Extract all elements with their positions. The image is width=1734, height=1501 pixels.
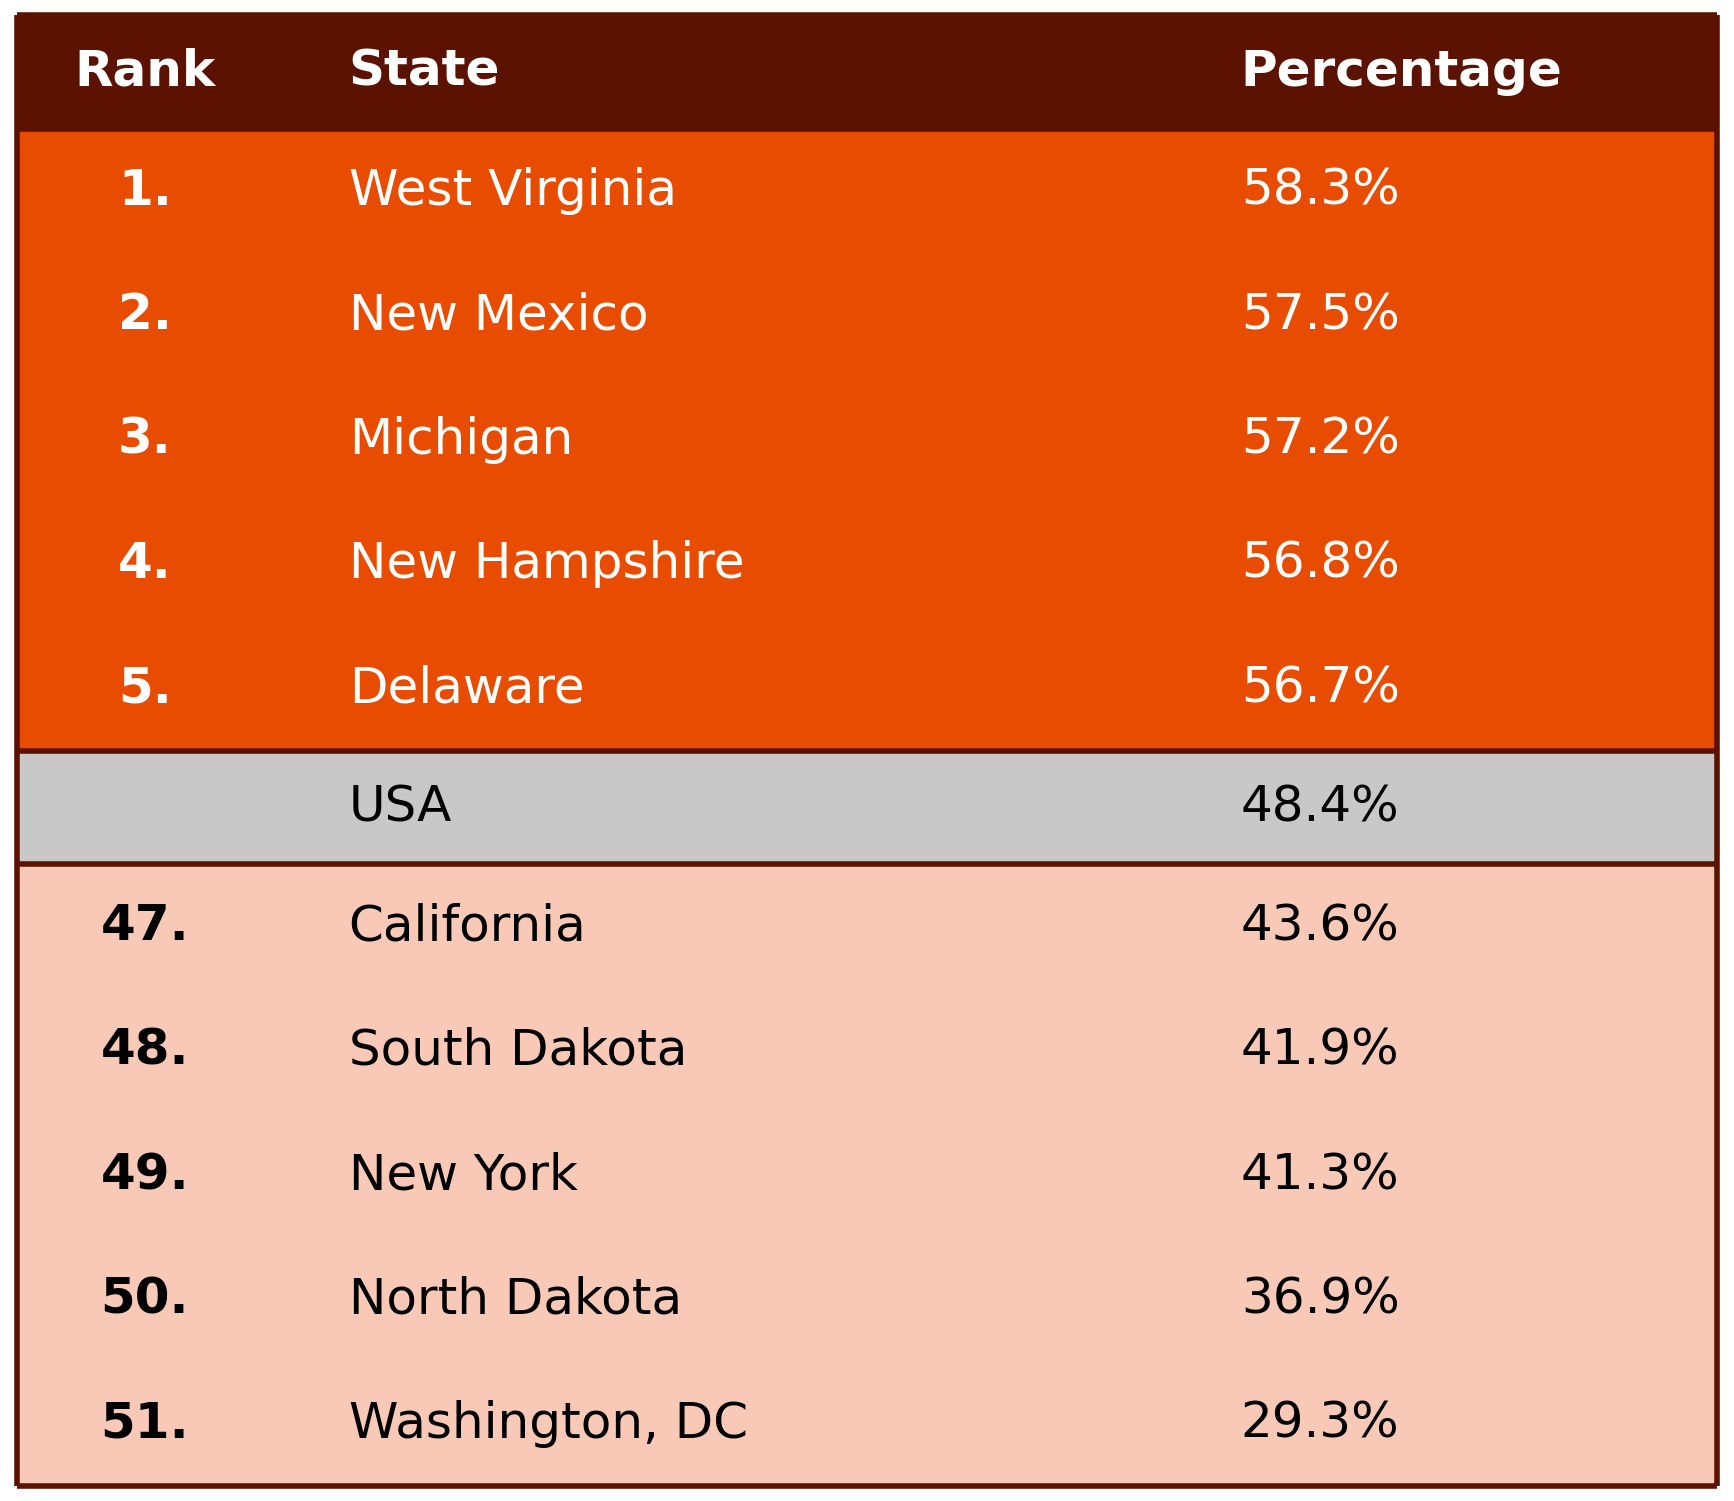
Text: 56.8%: 56.8% [1242, 540, 1399, 588]
Text: 36.9%: 36.9% [1242, 1276, 1399, 1324]
Text: USA: USA [349, 784, 453, 832]
Text: California: California [349, 902, 586, 950]
Text: Percentage: Percentage [1242, 48, 1562, 96]
Bar [17, 15, 1717, 129]
Text: 50.: 50. [101, 1276, 189, 1324]
Text: New Hampshire: New Hampshire [349, 540, 744, 588]
Text: Michigan: Michigan [349, 416, 572, 464]
Bar [17, 1112, 1717, 1237]
Text: 47.: 47. [101, 902, 189, 950]
Bar [17, 501, 1717, 626]
Text: West Virginia: West Virginia [349, 167, 676, 215]
Text: 41.9%: 41.9% [1242, 1027, 1399, 1075]
Text: 2.: 2. [118, 291, 172, 339]
Bar [17, 129, 1717, 254]
Text: 3.: 3. [118, 416, 172, 464]
Text: 48.4%: 48.4% [1242, 784, 1399, 832]
Bar [17, 377, 1717, 501]
Text: 56.7%: 56.7% [1242, 665, 1399, 713]
Text: 51.: 51. [101, 1400, 189, 1448]
Bar [17, 254, 1717, 377]
Bar [17, 865, 1717, 989]
Text: Washington, DC: Washington, DC [349, 1400, 747, 1448]
Text: New Mexico: New Mexico [349, 291, 649, 339]
Text: 57.2%: 57.2% [1242, 416, 1399, 464]
Text: 49.: 49. [101, 1151, 189, 1199]
Text: 58.3%: 58.3% [1242, 167, 1399, 215]
Text: State: State [349, 48, 499, 96]
Bar [17, 1237, 1717, 1361]
Bar [17, 989, 1717, 1112]
Text: 57.5%: 57.5% [1242, 291, 1399, 339]
Bar [17, 1361, 1717, 1486]
Text: 43.6%: 43.6% [1242, 902, 1399, 950]
Text: 29.3%: 29.3% [1242, 1400, 1399, 1448]
Text: Delaware: Delaware [349, 665, 584, 713]
Bar [17, 626, 1717, 750]
Text: North Dakota: North Dakota [349, 1276, 681, 1324]
Text: 1.: 1. [118, 167, 172, 215]
Text: 41.3%: 41.3% [1242, 1151, 1399, 1199]
Bar [17, 750, 1717, 865]
Text: South Dakota: South Dakota [349, 1027, 687, 1075]
Text: 4.: 4. [118, 540, 172, 588]
Text: 5.: 5. [118, 665, 172, 713]
Text: 48.: 48. [101, 1027, 189, 1075]
Text: New York: New York [349, 1151, 577, 1199]
Text: Rank: Rank [75, 48, 215, 96]
